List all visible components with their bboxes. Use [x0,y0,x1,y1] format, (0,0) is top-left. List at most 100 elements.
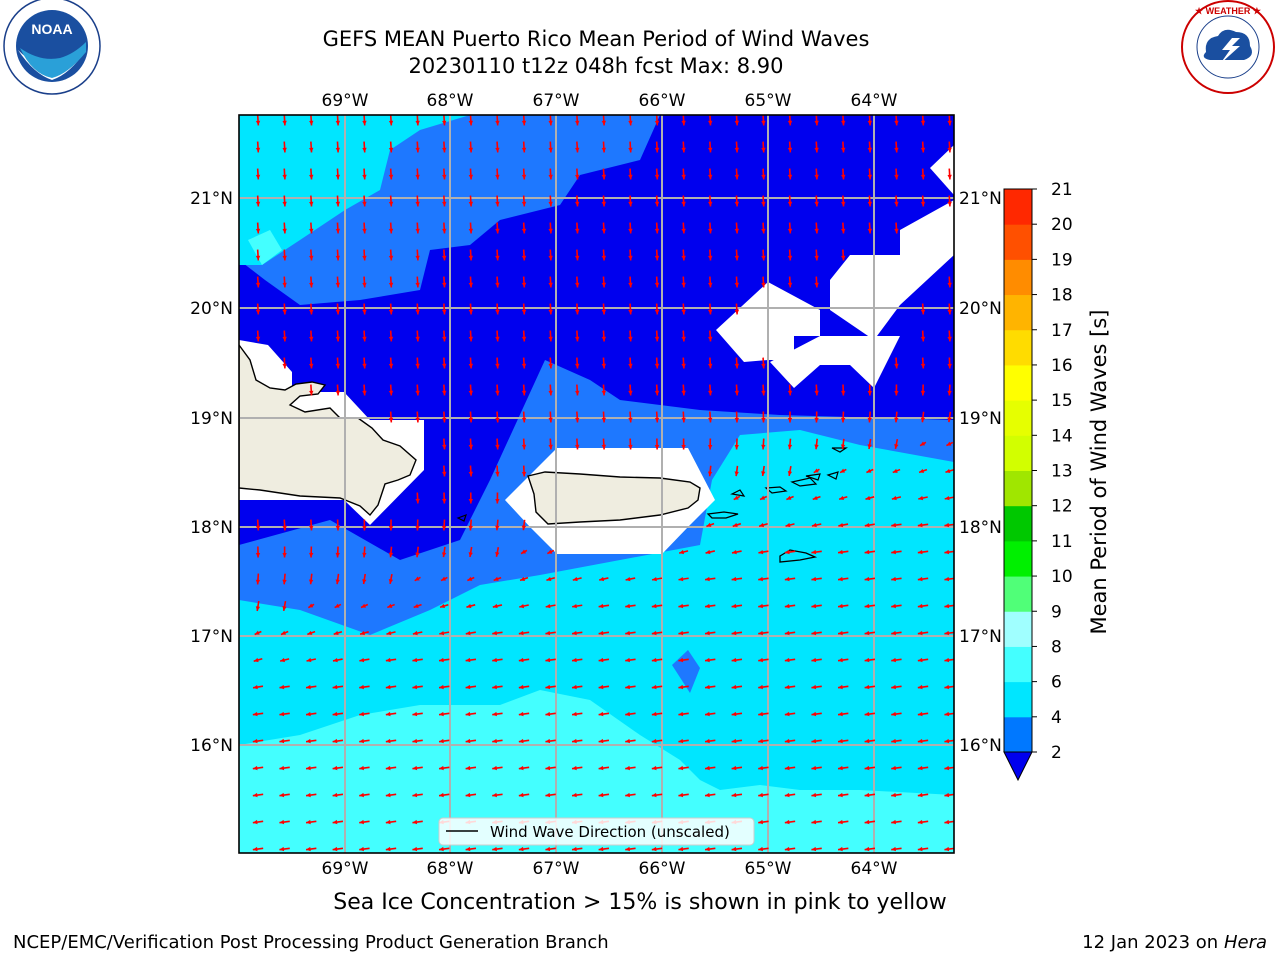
wave-direction-arrowhead [575,147,580,153]
wave-direction-arrowhead [920,201,926,207]
wave-direction-arrowhead [359,819,364,825]
wave-direction-arrowhead [388,174,394,180]
wave-direction-arrowhead [891,522,897,528]
wave-direction-arrowhead [654,336,660,342]
wave-direction-arrowhead [787,390,793,396]
wave-direction-arrowhead [495,498,500,504]
wave-direction-arrowhead [651,711,657,717]
wave-direction-arrowhead [731,846,737,852]
wave-direction-arrowhead [681,120,686,126]
wave-direction-arrowhead [678,846,684,852]
wave-direction-arrowhead [867,201,873,207]
lon-label: 64°W [851,91,898,111]
wave-direction-arrowhead [492,603,498,609]
wave-direction-arrowhead [468,120,474,126]
colorbar-segment [1004,329,1032,366]
wave-direction-arrowhead [282,282,287,288]
wave-direction-arrowhead [917,738,923,744]
wave-direction-arrowhead [386,630,392,636]
wave-direction-arrowhead [521,201,527,207]
wave-direction-arrowhead [335,120,341,126]
lon-label: 68°W [427,91,474,111]
wave-direction-arrowhead [253,657,259,663]
wave-direction-arrowhead [306,711,311,717]
colorbar-tick-label: 15 [1051,391,1073,411]
noaa-logo: NOAA [3,0,101,95]
wave-direction-arrowhead [947,174,952,180]
wave-direction-arrowhead [548,201,553,207]
wave-direction-arrowhead [761,417,766,423]
lon-labels-top: 69°W 68°W 67°W 66°W 65°W 64°W [322,91,898,111]
wave-direction-arrowhead [575,363,580,369]
wave-direction-arrowhead [598,765,604,771]
wave-direction-arrowhead [442,174,447,180]
wave-direction-arrowhead [309,336,314,342]
wave-direction-arrowhead [572,792,577,798]
wave-direction-arrowhead [412,684,418,690]
wave-direction-arrowhead [758,603,763,609]
lon-label: 67°W [533,91,580,111]
wave-direction-arrowhead [761,363,766,369]
wave-direction-arrowhead [681,147,686,153]
lon-label: 66°W [639,859,686,879]
lat-labels-left: 21°N 20°N 19°N 18°N 17°N 16°N [190,189,233,756]
wave-direction-arrowhead [708,174,713,180]
footer-date-text: 12 Jan 2023 on [1082,932,1224,953]
wave-direction-arrowhead [439,792,444,798]
wave-direction-arrowhead [864,522,870,528]
wave-direction-arrowhead [625,846,630,852]
wave-direction-arrowhead [761,147,766,153]
wave-direction-arrowhead [814,390,819,396]
wave-direction-arrowhead [575,309,580,315]
wave-direction-arrowhead [548,255,553,261]
wave-direction-arrowhead [920,120,926,126]
wave-direction-arrowhead [708,390,713,396]
wave-direction-arrowhead [332,819,338,825]
wave-direction-arrowhead [548,417,553,423]
wave-direction-arrowhead [335,147,341,153]
colorbar-tick-label: 2 [1051,743,1062,763]
wave-direction-arrowhead [732,522,738,527]
wave-direction-arrowhead [761,444,766,450]
wave-direction-arrowhead [306,738,311,744]
wave-direction-arrowhead [518,657,524,663]
colorbar-segment [1004,681,1032,718]
wave-direction-arrowhead [784,819,790,825]
wave-direction-arrowhead [309,363,314,369]
wave-direction-arrowhead [734,255,740,261]
wave-direction-arrowhead [360,603,366,608]
wave-direction-arrowhead [388,255,394,261]
wave-direction-arrowhead [840,444,846,450]
wave-direction-arrowhead [734,309,740,315]
wave-direction-arrowhead [654,174,660,180]
wave-direction-arrowhead [731,684,737,690]
wave-direction-arrowhead [388,201,394,207]
wave-direction-arrowhead [944,657,950,663]
wave-direction-arrowhead [332,738,338,744]
wave-direction-arrowhead [308,579,314,585]
wave-direction-arrowhead [864,603,870,609]
wave-direction-arrowhead [442,120,447,126]
wave-direction-arrowhead [493,576,499,581]
wave-direction-arrowhead [841,201,846,207]
wave-direction-arrowhead [521,363,527,369]
wave-direction-arrowhead [785,522,791,528]
wave-direction-arrowhead [282,174,287,180]
wave-direction-arrowhead [625,630,630,636]
wave-direction-arrowhead [252,765,258,771]
wave-direction-arrowhead [838,792,843,798]
wave-direction-arrowhead [731,630,737,636]
wave-direction-arrowhead [255,255,261,261]
wave-direction-arrowhead [811,819,817,825]
wave-direction-arrowhead [681,363,686,369]
wave-direction-arrowhead [442,309,447,315]
wave-direction-arrowhead [309,390,314,396]
wave-direction-arrowhead [601,120,607,126]
wave-direction-arrowhead [841,255,846,261]
wave-direction-arrowhead [601,309,607,315]
wave-direction-arrowhead [598,603,604,609]
wave-direction-arrowhead [309,120,314,126]
wave-direction-arrowhead [309,201,314,207]
wave-direction-arrowhead [282,525,287,531]
wave-direction-arrowhead [439,630,445,636]
